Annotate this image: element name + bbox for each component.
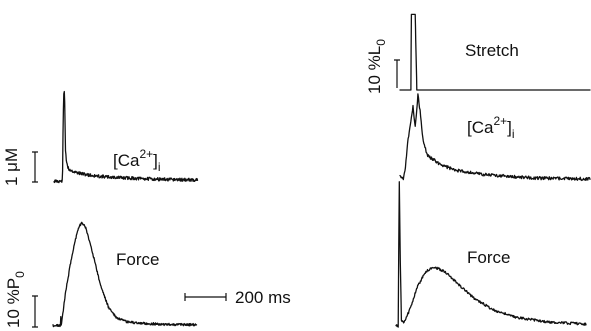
- force-scale-bar: [32, 295, 38, 328]
- time-scale-label: 200 ms: [235, 288, 291, 307]
- calcium-scale-label: 1 μM: [2, 148, 21, 186]
- calcium-scale-bar: [32, 151, 38, 183]
- calcium-label-right: [Ca2+]i: [467, 114, 515, 141]
- stretch-scale-label: 10 %L0: [365, 39, 388, 94]
- calcium-trace-left: [53, 90, 199, 184]
- force-trace-left: [52, 221, 198, 328]
- calcium-trace-right: [399, 93, 591, 182]
- stretch-trace: [399, 13, 591, 91]
- stretch-label: Stretch: [465, 41, 519, 60]
- calcium-label-left: [Ca2+]i: [113, 147, 161, 174]
- force-scale-label: 10 %P0: [4, 271, 27, 328]
- right-panel: 10 %L0 Stretch [Ca2+]i Force: [365, 13, 591, 328]
- stretch-scale-bar: [394, 59, 400, 88]
- force-label-right: Force: [467, 248, 510, 267]
- force-label-left: Force: [116, 250, 159, 269]
- left-panel: 1 μM [Ca2+]i 10 %P0 Force 200 ms: [2, 90, 291, 328]
- force-trace-right: [395, 181, 587, 328]
- time-scale-bar: [184, 293, 227, 301]
